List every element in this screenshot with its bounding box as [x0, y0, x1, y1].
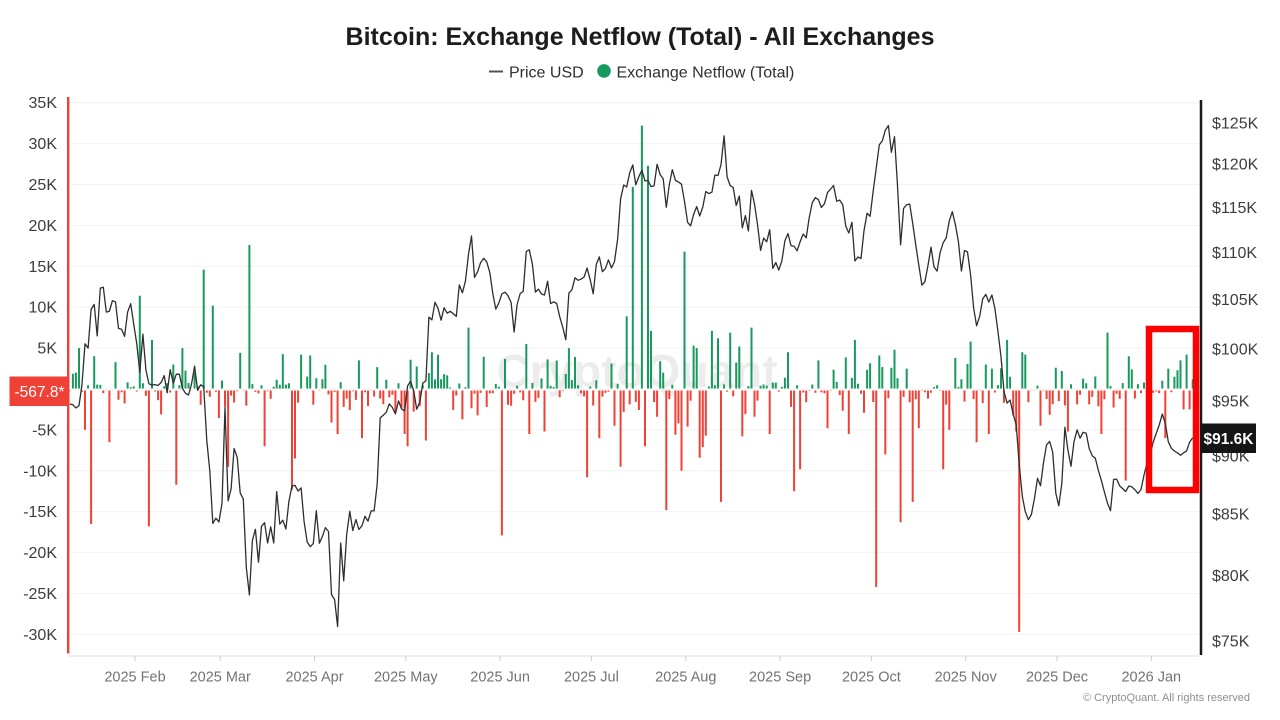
svg-text:2026 Jan: 2026 Jan [1121, 670, 1181, 686]
svg-text:2025 Jul: 2025 Jul [564, 670, 619, 686]
svg-text:-10K: -10K [23, 463, 57, 480]
svg-text:2025 Feb: 2025 Feb [104, 670, 165, 686]
svg-text:-15K: -15K [23, 504, 57, 521]
svg-text:2025 Mar: 2025 Mar [190, 670, 251, 686]
svg-text:$85K: $85K [1212, 507, 1250, 524]
svg-text:$110K: $110K [1212, 245, 1257, 262]
svg-text:Bitcoin: Exchange Netflow (Tot: Bitcoin: Exchange Netflow (Total) - All … [346, 23, 935, 51]
svg-text:5K: 5K [37, 341, 57, 358]
svg-text:$115K: $115K [1212, 200, 1257, 217]
svg-text:35K: 35K [29, 95, 58, 112]
svg-text:2025 Apr: 2025 Apr [285, 670, 343, 686]
svg-text:$91.6K: $91.6K [1204, 431, 1255, 448]
svg-text:$75K: $75K [1212, 634, 1250, 651]
svg-text:-20K: -20K [23, 545, 57, 562]
svg-text:15K: 15K [29, 259, 58, 276]
svg-text:$80K: $80K [1212, 568, 1250, 585]
svg-text:-5K: -5K [32, 422, 57, 439]
svg-text:$120K: $120K [1212, 157, 1259, 174]
svg-text:30K: 30K [29, 136, 58, 153]
svg-text:25K: 25K [29, 177, 58, 194]
svg-text:$125K: $125K [1212, 115, 1259, 132]
svg-text:-567.8*: -567.8* [15, 384, 65, 401]
svg-text:© CryptoQuant. All rights rese: © CryptoQuant. All rights reserved [1083, 692, 1250, 704]
svg-text:2025 Jun: 2025 Jun [470, 670, 530, 686]
svg-text:$95K: $95K [1212, 394, 1250, 411]
svg-text:$105K: $105K [1212, 292, 1259, 309]
svg-text:$100K: $100K [1212, 342, 1259, 359]
svg-text:20K: 20K [29, 218, 58, 235]
svg-text:Exchange Netflow (Total): Exchange Netflow (Total) [617, 65, 795, 82]
svg-text:Price USD: Price USD [509, 65, 584, 82]
svg-text:2025 Aug: 2025 Aug [655, 670, 716, 686]
svg-text:10K: 10K [29, 300, 58, 317]
svg-text:2025 Nov: 2025 Nov [935, 670, 998, 686]
svg-text:-30K: -30K [23, 627, 57, 644]
svg-text:2025 Sep: 2025 Sep [749, 670, 811, 686]
svg-text:2025 Dec: 2025 Dec [1026, 670, 1088, 686]
svg-text:-25K: -25K [23, 586, 57, 603]
svg-text:2025 Oct: 2025 Oct [842, 670, 901, 686]
svg-text:2025 May: 2025 May [374, 670, 438, 686]
